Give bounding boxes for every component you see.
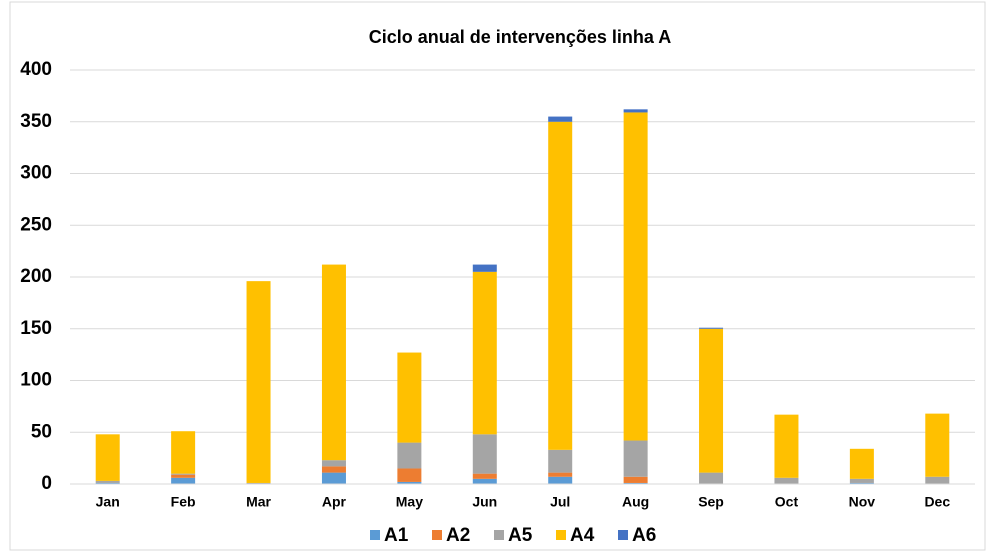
bar-segment: [472, 478, 497, 484]
bar-segment: [548, 476, 573, 484]
bar-segment: [774, 414, 799, 478]
x-tick-label: Jul: [550, 494, 570, 510]
x-tick-label: Mar: [246, 494, 271, 510]
bar-segment: [623, 476, 648, 483]
bar-segment: [321, 460, 346, 467]
bar-segment: [925, 413, 950, 477]
bar-segment: [95, 434, 120, 481]
y-tick-label: 350: [20, 111, 52, 132]
bar-segment: [472, 271, 497, 435]
x-tick-label: May: [396, 494, 423, 510]
y-tick-label: 100: [20, 370, 52, 391]
bar-segment: [548, 449, 573, 473]
x-tick-label: Jan: [96, 494, 120, 510]
x-tick-label: Jun: [472, 494, 497, 510]
bar-segment: [472, 434, 497, 474]
legend-swatch: [370, 530, 380, 540]
bar-segment: [397, 468, 422, 482]
y-tick-label: 50: [31, 421, 52, 442]
legend-label: A2: [446, 525, 470, 546]
legend-swatch: [556, 530, 566, 540]
y-tick-label: 250: [20, 214, 52, 235]
bar-segment: [397, 442, 422, 469]
x-tick-label: Sep: [698, 494, 724, 510]
bar-segment: [623, 440, 648, 477]
bar-segment: [397, 481, 422, 484]
bar-segment: [472, 473, 497, 479]
bar-segment: [95, 480, 120, 483]
y-tick-label: 200: [20, 266, 52, 287]
x-tick-label: Feb: [171, 494, 196, 510]
bar-segment: [925, 476, 950, 484]
bar-segment: [171, 474, 196, 478]
y-tick-label: 300: [20, 163, 52, 184]
bar-segment: [246, 281, 271, 483]
y-tick-label: 400: [20, 59, 52, 80]
bar-segment: [699, 472, 724, 484]
legend-swatch: [494, 530, 504, 540]
legend-label: A6: [632, 525, 656, 546]
bar-segment: [246, 482, 271, 484]
bar-segment: [699, 327, 724, 329]
x-tick-label: Dec: [924, 494, 950, 510]
bar-segment: [623, 112, 648, 441]
x-tick-label: Nov: [849, 494, 876, 510]
legend-label: A1: [384, 525, 409, 546]
bar-segment: [548, 472, 573, 477]
bar-segment: [171, 431, 196, 474]
bar-segment: [849, 482, 874, 484]
bar-segment: [321, 466, 346, 473]
legend-label: A5: [508, 525, 533, 546]
chart-border: [9, 1, 986, 551]
chart-title: Ciclo anual de intervenções linha A: [369, 27, 671, 47]
bar-segment: [699, 328, 724, 473]
bar-segment: [548, 121, 573, 450]
bar-segment: [849, 448, 874, 479]
legend-swatch: [618, 530, 628, 540]
bar-segment: [171, 477, 196, 484]
bar-segment: [171, 473, 196, 475]
bar-segment: [623, 109, 648, 113]
bar-segment: [321, 472, 346, 484]
legend-label: A4: [570, 525, 595, 546]
x-tick-label: Oct: [775, 494, 799, 510]
bar-segment: [548, 116, 573, 122]
x-tick-label: Aug: [622, 494, 649, 510]
y-tick-label: 150: [20, 318, 52, 339]
bar-segment: [472, 264, 497, 272]
bar-segment: [95, 482, 120, 484]
bar-segment: [623, 482, 648, 484]
x-tick-label: Apr: [322, 494, 347, 510]
y-tick-label: 0: [41, 473, 52, 494]
bar-segment: [774, 477, 799, 484]
bar-segment: [321, 264, 346, 461]
legend-swatch: [432, 530, 442, 540]
bar-segment: [397, 352, 422, 443]
bar-segment: [849, 478, 874, 483]
